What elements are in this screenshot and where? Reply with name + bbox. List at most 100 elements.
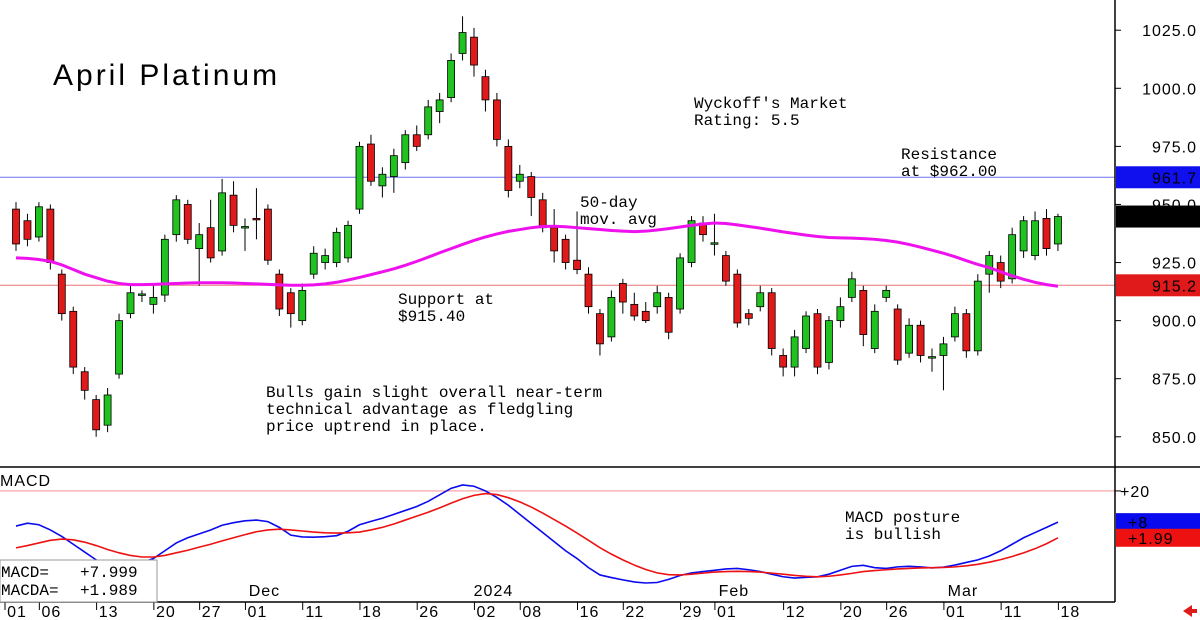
candle-body (630, 303, 639, 317)
candle-body (424, 106, 433, 136)
candle-body (275, 273, 284, 310)
candle-body (550, 227, 559, 252)
x-tick-label: 01 (248, 604, 268, 620)
candle-body (641, 310, 650, 322)
annotation: Resistance (901, 146, 997, 164)
macd-panel-title: MACD (0, 473, 51, 490)
candle-body (504, 145, 513, 191)
candle-body (618, 283, 627, 303)
x-tick-label: 13 (99, 604, 119, 620)
legend-name: MACD= (1, 564, 49, 582)
x-tick-label: 20 (156, 604, 176, 620)
candle-body (1054, 216, 1062, 245)
candle-body (263, 208, 272, 261)
legend-value: +7.999 (80, 564, 138, 582)
annotation: $915.40 (398, 308, 465, 326)
candle-body (252, 217, 261, 221)
candle-body (733, 273, 742, 324)
x-tick-label: 26 (419, 604, 439, 620)
x-tick-label: 29 (683, 604, 703, 620)
scroll-arrow (1183, 605, 1197, 617)
candle-body (321, 255, 330, 263)
legend-name: MACDA= (1, 582, 59, 600)
x-tick-label: 01 (946, 604, 966, 620)
candle-body (481, 76, 490, 101)
y-tick-label: 900.0 (1152, 314, 1197, 331)
annotation: MACD posture (845, 509, 960, 527)
y-tick-label: 1025.0 (1142, 23, 1197, 40)
x-tick-label: 18 (362, 604, 382, 620)
price-marker (1116, 166, 1200, 189)
candle-body (172, 199, 181, 236)
candle-body (973, 280, 982, 352)
candle-body (756, 292, 765, 308)
candle-body (367, 143, 375, 182)
candle-body (470, 36, 478, 66)
candle-body (596, 313, 604, 345)
macd-line (15, 492, 1059, 578)
candle-body (92, 399, 101, 431)
candle-body (710, 242, 719, 245)
annotation: Wyckoff's Market (694, 95, 848, 113)
macd-line (15, 484, 1059, 584)
x-tick-label: 06 (41, 604, 61, 620)
value-marker (1116, 528, 1200, 547)
candle-body (767, 292, 776, 349)
candle-body (538, 199, 547, 229)
y-tick-label: 850.0 (1152, 430, 1197, 447)
value-marker (1116, 513, 1200, 532)
candle-body (298, 290, 307, 322)
candle-body (744, 313, 753, 319)
annotation: mov. avg (580, 211, 657, 229)
candle-body (928, 356, 936, 359)
candle-body (218, 192, 227, 252)
x-tick-label: 12 (786, 604, 806, 620)
y-tick-label: 925.0 (1152, 256, 1197, 273)
candle-body (584, 273, 593, 308)
x-tick-label: 20 (843, 604, 863, 620)
price-marker-label: 915.2 (1152, 278, 1197, 295)
value-marker-label: +8 (1128, 515, 1148, 532)
x-tick-label: 02 (477, 604, 497, 620)
candle-body (939, 343, 948, 356)
candle-body (916, 324, 925, 356)
candle-body (149, 296, 158, 305)
candle-body (893, 308, 902, 361)
x-tick-label: 27 (202, 604, 222, 620)
candle-body (241, 226, 249, 229)
candle-body (355, 145, 364, 210)
main-layer (12, 16, 1062, 584)
x-tick-label: 11 (1004, 604, 1023, 620)
candle-body (722, 255, 730, 282)
candle-body (229, 194, 238, 226)
y-tick-label: 975.0 (1152, 139, 1197, 156)
candle-body (790, 336, 799, 368)
legend-value: +1.989 (80, 582, 138, 600)
month-label: Mar (948, 583, 979, 600)
candle-body (401, 134, 410, 164)
x-tick-label: 16 (580, 604, 600, 620)
y-tick-label: 1000.0 (1142, 81, 1197, 98)
candle-body (412, 134, 421, 147)
annotation: Support at (398, 291, 494, 309)
x-tick-label: 01 (7, 604, 27, 620)
value-marker-label: +1.99 (1128, 531, 1173, 548)
candle-body (378, 173, 387, 187)
candle-body (458, 32, 467, 54)
annotation: at $962.00 (901, 163, 997, 181)
candle-body (69, 310, 78, 368)
candle-body (779, 355, 788, 368)
x-tick-label: 18 (1061, 604, 1081, 620)
candle-body (1042, 217, 1051, 250)
legend-box (0, 559, 158, 603)
candle-body (195, 234, 204, 250)
annotation: Rating: 5.5 (694, 112, 800, 130)
candle-body (527, 176, 536, 198)
moving-average (15, 221, 1059, 288)
candle-body (103, 394, 112, 426)
candle-body (115, 320, 123, 375)
